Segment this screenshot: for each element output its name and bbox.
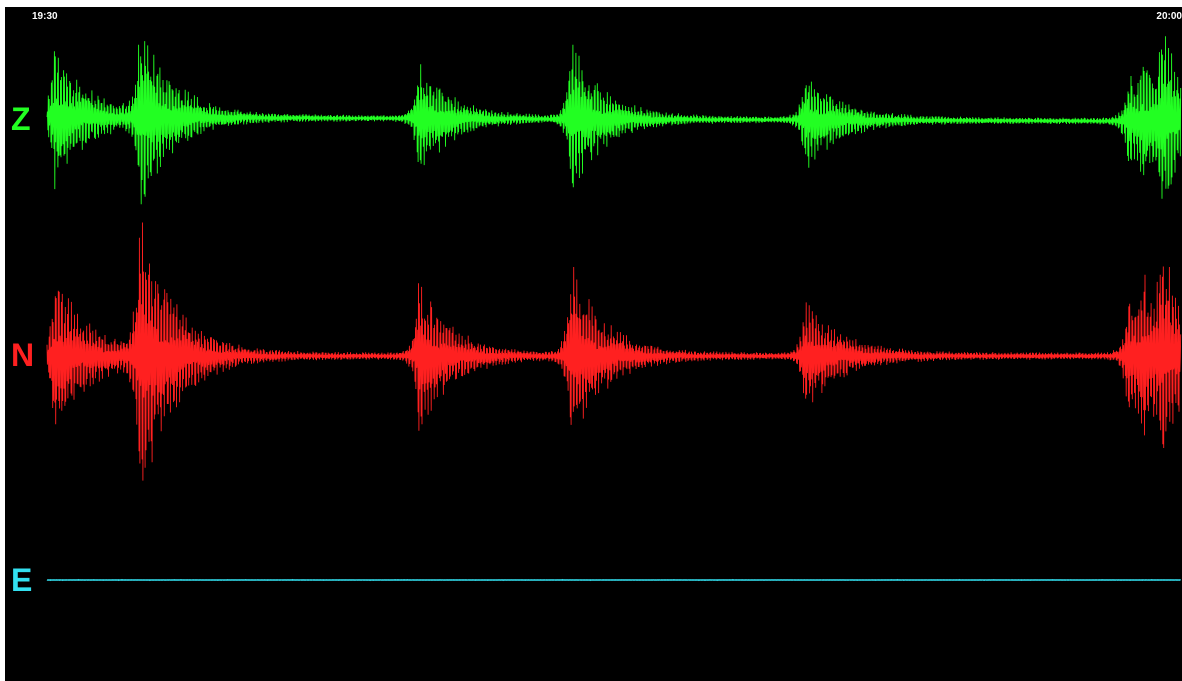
seismogram-panel: 19:30 20:00 Z N E xyxy=(5,7,1182,681)
trace-z xyxy=(46,36,1182,205)
time-end-label: 20:00 xyxy=(1156,11,1182,22)
channel-label-n: N xyxy=(11,337,35,373)
time-start-label: 19:30 xyxy=(32,11,58,22)
channel-label-e: E xyxy=(11,562,33,598)
channel-label-z: Z xyxy=(11,101,31,137)
trace-n xyxy=(46,222,1182,481)
seismogram-plot xyxy=(46,36,1182,582)
